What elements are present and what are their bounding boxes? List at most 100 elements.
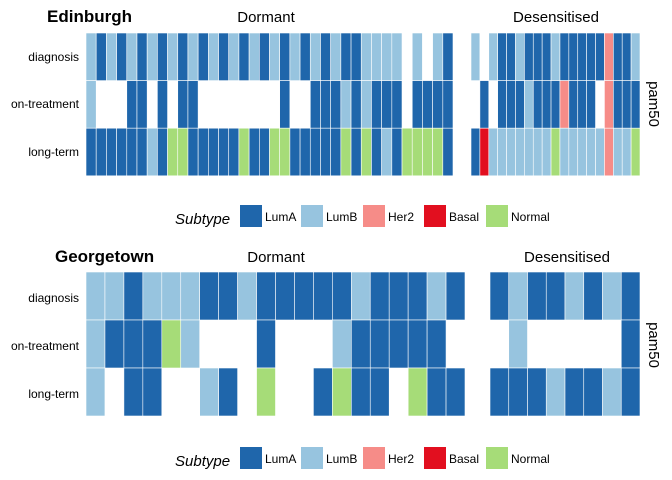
edinburgh-desensitised-cell-diagnosis-7 (524, 32, 534, 81)
edinburgh-desensitised-cell-long-term-10 (550, 127, 561, 177)
edinburgh-dormant-cells (85, 32, 454, 177)
georgetown-row-label-long-term: long-term (28, 387, 79, 401)
edinburgh-dormant-cell-long-term-16 (238, 127, 250, 177)
georgetown-dormant-cells (85, 271, 466, 417)
edinburgh-dormant-cell-long-term-8 (157, 127, 168, 177)
edinburgh-legend-title: Subtype (175, 211, 230, 228)
edinburgh-dormant-cell-diagnosis-14 (218, 32, 230, 81)
edinburgh-panel: Edinburgh Dormant Desensitised diagnosis… (11, 7, 662, 177)
edinburgh-dormant-cell-on-treatment-23 (309, 80, 321, 129)
edinburgh-desensitised-cell-diagnosis-13 (577, 32, 587, 81)
edinburgh-dormant-cell-on-treatment-20 (279, 80, 291, 129)
georgetown-desensitised-cells (489, 271, 641, 417)
edinburgh-desensitised-cell-on-treatment-9 (541, 80, 552, 129)
edinburgh-dormant-cell-diagnosis-6 (136, 32, 148, 81)
edinburgh-dormant-cell-long-term-34 (422, 127, 433, 177)
georgetown-legend-label-basal: Basal (449, 452, 479, 466)
edinburgh-facet-desensitised-label: Desensitised (513, 9, 599, 26)
edinburgh-dormant-cell-long-term-12 (197, 127, 209, 177)
georgetown-dormant-cell-long-term-14 (332, 367, 352, 417)
georgetown-facet-dormant-label: Dormant (247, 249, 305, 266)
georgetown-dormant-cell-long-term-3 (123, 367, 144, 417)
edinburgh-row-label-long-term: long-term (28, 145, 79, 159)
georgetown-dormant-cell-on-treatment-18 (407, 319, 428, 369)
edinburgh-desensitised-cell-on-treatment-17 (613, 80, 623, 129)
edinburgh-dormant-cell-diagnosis-21 (289, 32, 301, 81)
edinburgh-dormant-cell-diagnosis-20 (279, 32, 291, 81)
georgetown-facet-desensitised-label: Desensitised (524, 249, 610, 266)
edinburgh-desensitised-cell-on-treatment-10 (550, 80, 561, 129)
edinburgh-dormant-cell-long-term-36 (442, 127, 454, 177)
georgetown-dormant-cell-diagnosis-20 (445, 271, 466, 321)
edinburgh-desensitised-cell-diagnosis-4 (497, 32, 507, 81)
edinburgh-dormant-cell-long-term-24 (320, 127, 331, 177)
edinburgh-desensitised-cell-on-treatment-18 (621, 80, 632, 129)
edinburgh-dormant-cell-diagnosis-28 (360, 32, 372, 81)
georgetown-dormant-cell-diagnosis-11 (275, 271, 295, 321)
edinburgh-legend-label-her2: Her2 (388, 210, 414, 224)
georgetown-dormant-cell-diagnosis-2 (104, 271, 125, 321)
edinburgh-dormant-cell-diagnosis-3 (106, 32, 117, 81)
georgetown-title: Georgetown (55, 247, 154, 266)
edinburgh-title: Edinburgh (47, 7, 132, 26)
edinburgh-desensitised-cell-long-term-8 (532, 127, 543, 177)
edinburgh-dormant-cell-diagnosis-13 (208, 32, 219, 81)
edinburgh-dormant-cell-long-term-15 (228, 127, 240, 177)
georgetown-dormant-cell-long-term-8 (218, 367, 238, 417)
edinburgh-dormant-cell-long-term-18 (259, 127, 270, 177)
georgetown-desensitised-cell-long-term-2 (508, 367, 528, 417)
edinburgh-desensitised-cell-long-term-9 (541, 127, 552, 177)
edinburgh-legend: Subtype LumA LumB Her2 Basal Normal (175, 205, 550, 228)
georgetown-dormant-cell-long-term-4 (142, 367, 163, 417)
georgetown-row-label-on-treatment: on-treatment (11, 339, 80, 353)
georgetown-desensitised-cell-diagnosis-6 (583, 271, 603, 321)
edinburgh-dormant-cell-on-treatment-36 (442, 80, 454, 129)
georgetown-dormant-cell-on-treatment-17 (388, 319, 409, 369)
edinburgh-row-label-diagnosis: diagnosis (28, 50, 79, 64)
edinburgh-desensitised-cell-diagnosis-5 (506, 32, 516, 81)
edinburgh-dormant-cell-diagnosis-30 (381, 32, 393, 81)
edinburgh-dormant-cell-diagnosis-27 (350, 32, 362, 81)
edinburgh-dormant-cell-long-term-29 (371, 127, 382, 177)
edinburgh-dormant-cell-long-term-22 (299, 127, 311, 177)
edinburgh-dormant-cell-on-treatment-8 (157, 80, 168, 129)
edinburgh-dormant-cell-diagnosis-5 (126, 32, 138, 81)
edinburgh-desensitised-cell-long-term-6 (515, 127, 525, 177)
edinburgh-desensitised-cell-on-treatment-13 (577, 80, 587, 129)
edinburgh-dormant-cell-long-term-10 (177, 127, 189, 177)
georgetown-desensitised-cell-long-term-4 (545, 367, 566, 417)
edinburgh-dormant-cell-long-term-25 (330, 127, 342, 177)
edinburgh-dormant-cell-long-term-6 (136, 127, 148, 177)
edinburgh-desensitised-cell-diagnosis-10 (550, 32, 561, 81)
georgetown-dormant-cell-diagnosis-12 (294, 271, 314, 321)
edinburgh-dormant-cell-long-term-20 (279, 127, 291, 177)
georgetown-dormant-cell-on-treatment-16 (369, 319, 390, 369)
edinburgh-dormant-cell-long-term-35 (432, 127, 444, 177)
georgetown-dormant-cell-long-term-18 (407, 367, 428, 417)
edinburgh-dormant-cell-diagnosis-15 (228, 32, 240, 81)
edinburgh-desensitised-cell-diagnosis-9 (541, 32, 552, 81)
georgetown-strip-label: pam50 (645, 322, 662, 368)
edinburgh-dormant-cell-long-term-27 (350, 127, 362, 177)
georgetown-dormant-cell-on-treatment-4 (142, 319, 163, 369)
edinburgh-desensitised-cell-long-term-11 (559, 127, 570, 177)
edinburgh-dormant-cell-long-term-17 (248, 127, 260, 177)
edinburgh-dormant-cell-on-treatment-24 (320, 80, 331, 129)
edinburgh-desensitised-cell-long-term-1 (470, 127, 481, 177)
edinburgh-desensitised-cell-diagnosis-16 (604, 32, 614, 81)
edinburgh-dormant-cell-long-term-19 (269, 127, 280, 177)
georgetown-legend-swatch-her2 (363, 447, 385, 469)
georgetown-dormant-cell-diagnosis-3 (123, 271, 144, 321)
edinburgh-dormant-cell-diagnosis-9 (167, 32, 179, 81)
georgetown-dormant-cell-long-term-7 (199, 367, 219, 417)
edinburgh-dormant-cell-on-treatment-27 (350, 80, 362, 129)
edinburgh-dormant-cell-on-treatment-1 (85, 80, 97, 129)
edinburgh-dormant-cell-diagnosis-10 (177, 32, 189, 81)
edinburgh-dormant-cell-on-treatment-31 (391, 80, 403, 129)
edinburgh-legend-label-luma: LumA (265, 210, 296, 224)
edinburgh-desensitised-cell-on-treatment-8 (532, 80, 543, 129)
georgetown-desensitised-cell-on-treatment-8 (620, 319, 641, 369)
edinburgh-dormant-cell-diagnosis-33 (411, 32, 423, 81)
edinburgh-desensitised-cell-diagnosis-8 (532, 32, 543, 81)
georgetown-legend-label-normal: Normal (511, 452, 550, 466)
